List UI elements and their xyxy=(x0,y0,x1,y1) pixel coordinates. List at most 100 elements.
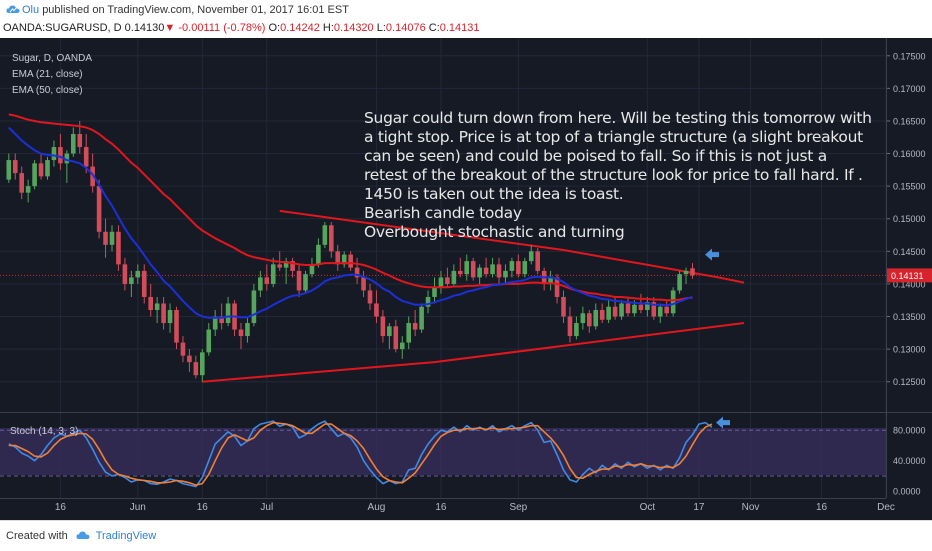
candle-body xyxy=(683,270,689,275)
price-change: -0.00111 (-0.78%) xyxy=(178,22,266,34)
candle-body xyxy=(425,296,431,307)
price-tick-label: 0.14000 xyxy=(893,279,926,289)
price-tick-label: 0.12500 xyxy=(893,377,926,387)
time-tick-label: 17 xyxy=(693,502,705,513)
candle-body xyxy=(219,316,224,324)
price-tick-label: 0.17500 xyxy=(893,51,926,61)
candle-body xyxy=(374,303,379,317)
time-tick-label: Jul xyxy=(260,502,273,513)
candle-body xyxy=(96,186,102,232)
candle-body xyxy=(116,231,121,265)
price-tick-label: 0.13000 xyxy=(893,345,926,355)
time-tick-label: 16 xyxy=(55,502,67,513)
stoch-tick-label: 0.0000 xyxy=(893,487,921,497)
candle-body xyxy=(554,277,560,297)
time-tick-label: Sep xyxy=(509,502,527,513)
candle-body xyxy=(303,274,308,291)
candle-body xyxy=(180,342,186,356)
price-arrow-icon[interactable] xyxy=(705,248,719,261)
note-line: can be seen) and could be poised to fall… xyxy=(364,147,827,165)
candle-body xyxy=(187,355,192,363)
candle-body xyxy=(296,270,302,291)
candle-body xyxy=(341,254,347,265)
candle-body xyxy=(129,277,134,284)
candle-body xyxy=(135,270,141,278)
candle-body xyxy=(64,153,70,164)
candle-body xyxy=(451,270,457,284)
candle-body xyxy=(535,251,540,271)
note-line: 1450 is taken out the idea is toast. xyxy=(364,185,624,203)
open-value: 0.14242 xyxy=(280,22,320,34)
symbol-label: OANDA:SUGARUSD, D xyxy=(3,22,122,34)
footer-bar: Created with TradingView xyxy=(0,520,932,551)
candle-body xyxy=(490,264,495,275)
candle-body xyxy=(148,296,153,310)
candle-body xyxy=(322,225,328,245)
candle-body xyxy=(399,342,405,350)
note-line: Bearish candle today xyxy=(364,204,522,222)
tradingview-brand[interactable]: TradingView xyxy=(95,530,157,542)
idea-note: Sugar could turn down from here. Will be… xyxy=(364,109,884,242)
last-price-tag xyxy=(887,268,932,283)
high-value: 0.14320 xyxy=(333,22,374,34)
candle-body xyxy=(632,304,637,314)
stoch-arrow-icon[interactable] xyxy=(716,416,730,429)
candle-body xyxy=(509,261,515,271)
triangle-upper-trendline[interactable] xyxy=(279,209,745,284)
candle-body xyxy=(193,362,199,376)
legend-stoch: Stoch (14, 3, 3) xyxy=(10,426,78,437)
ohlc-info: OANDA:SUGARUSD, D 0.14130▼ -0.00111 (-0.… xyxy=(3,22,480,34)
candle-body xyxy=(77,134,83,148)
close-value: 0.14131 xyxy=(439,22,480,34)
candle-body xyxy=(419,306,424,330)
last-price-tag-label: 0.14131 xyxy=(891,271,924,281)
candle-body xyxy=(109,231,115,245)
tradingview-cloud-icon xyxy=(76,531,90,539)
note-line: a tight stop. Price is at top of a trian… xyxy=(364,128,863,146)
candle-body xyxy=(264,277,270,284)
time-tick-label: 16 xyxy=(816,502,828,513)
candle-body xyxy=(277,264,282,268)
candle-body xyxy=(625,303,631,314)
ema21-line xyxy=(8,126,693,319)
candle-body xyxy=(45,160,50,177)
candle-body xyxy=(290,261,295,271)
candle-body xyxy=(587,313,592,327)
chart-svg[interactable]: 0.17500 0.17000 0.16500 0.16000 0.15500 0.150… xyxy=(0,38,932,520)
open-label: O: xyxy=(268,22,281,34)
candle-body xyxy=(458,270,463,275)
candle-body xyxy=(161,303,166,324)
candle-body xyxy=(380,316,386,337)
tradingview-cloud-icon xyxy=(6,5,20,13)
candle-body xyxy=(12,160,18,174)
candle-body xyxy=(32,163,37,187)
low-value: 0.14076 xyxy=(385,22,426,34)
candle-body xyxy=(470,261,476,278)
author-link[interactable]: Olu xyxy=(22,4,40,16)
candle-body xyxy=(412,323,418,330)
time-tick-label: Nov xyxy=(742,502,760,513)
note-line: retest of the breakout of the structure … xyxy=(364,166,863,184)
candle-body xyxy=(651,302,657,317)
time-tick-label: 16 xyxy=(197,502,209,513)
candle-body xyxy=(38,163,44,177)
candle-body xyxy=(316,244,321,265)
candle-body xyxy=(245,323,250,337)
candle-body xyxy=(548,277,553,284)
candle-body xyxy=(438,277,444,288)
candle-body xyxy=(6,160,12,180)
candle-body xyxy=(516,261,521,275)
candle-body xyxy=(522,261,528,275)
candle-body xyxy=(361,277,366,291)
candle-body xyxy=(25,186,31,193)
legend: Sugar, D, OANDA EMA (21, close) EMA (50,… xyxy=(10,53,92,437)
price-tick-label: 0.15500 xyxy=(893,182,926,192)
candle-body xyxy=(283,261,289,268)
candle-body xyxy=(309,264,315,275)
triangle-lower-trendline[interactable] xyxy=(202,322,745,383)
candle-body xyxy=(432,287,437,297)
candle-body xyxy=(690,268,695,276)
candle-body xyxy=(167,310,173,324)
candle-body xyxy=(393,326,399,350)
chart-area[interactable]: 0.17500 0.17000 0.16500 0.16000 0.15500 0.150… xyxy=(0,38,932,520)
